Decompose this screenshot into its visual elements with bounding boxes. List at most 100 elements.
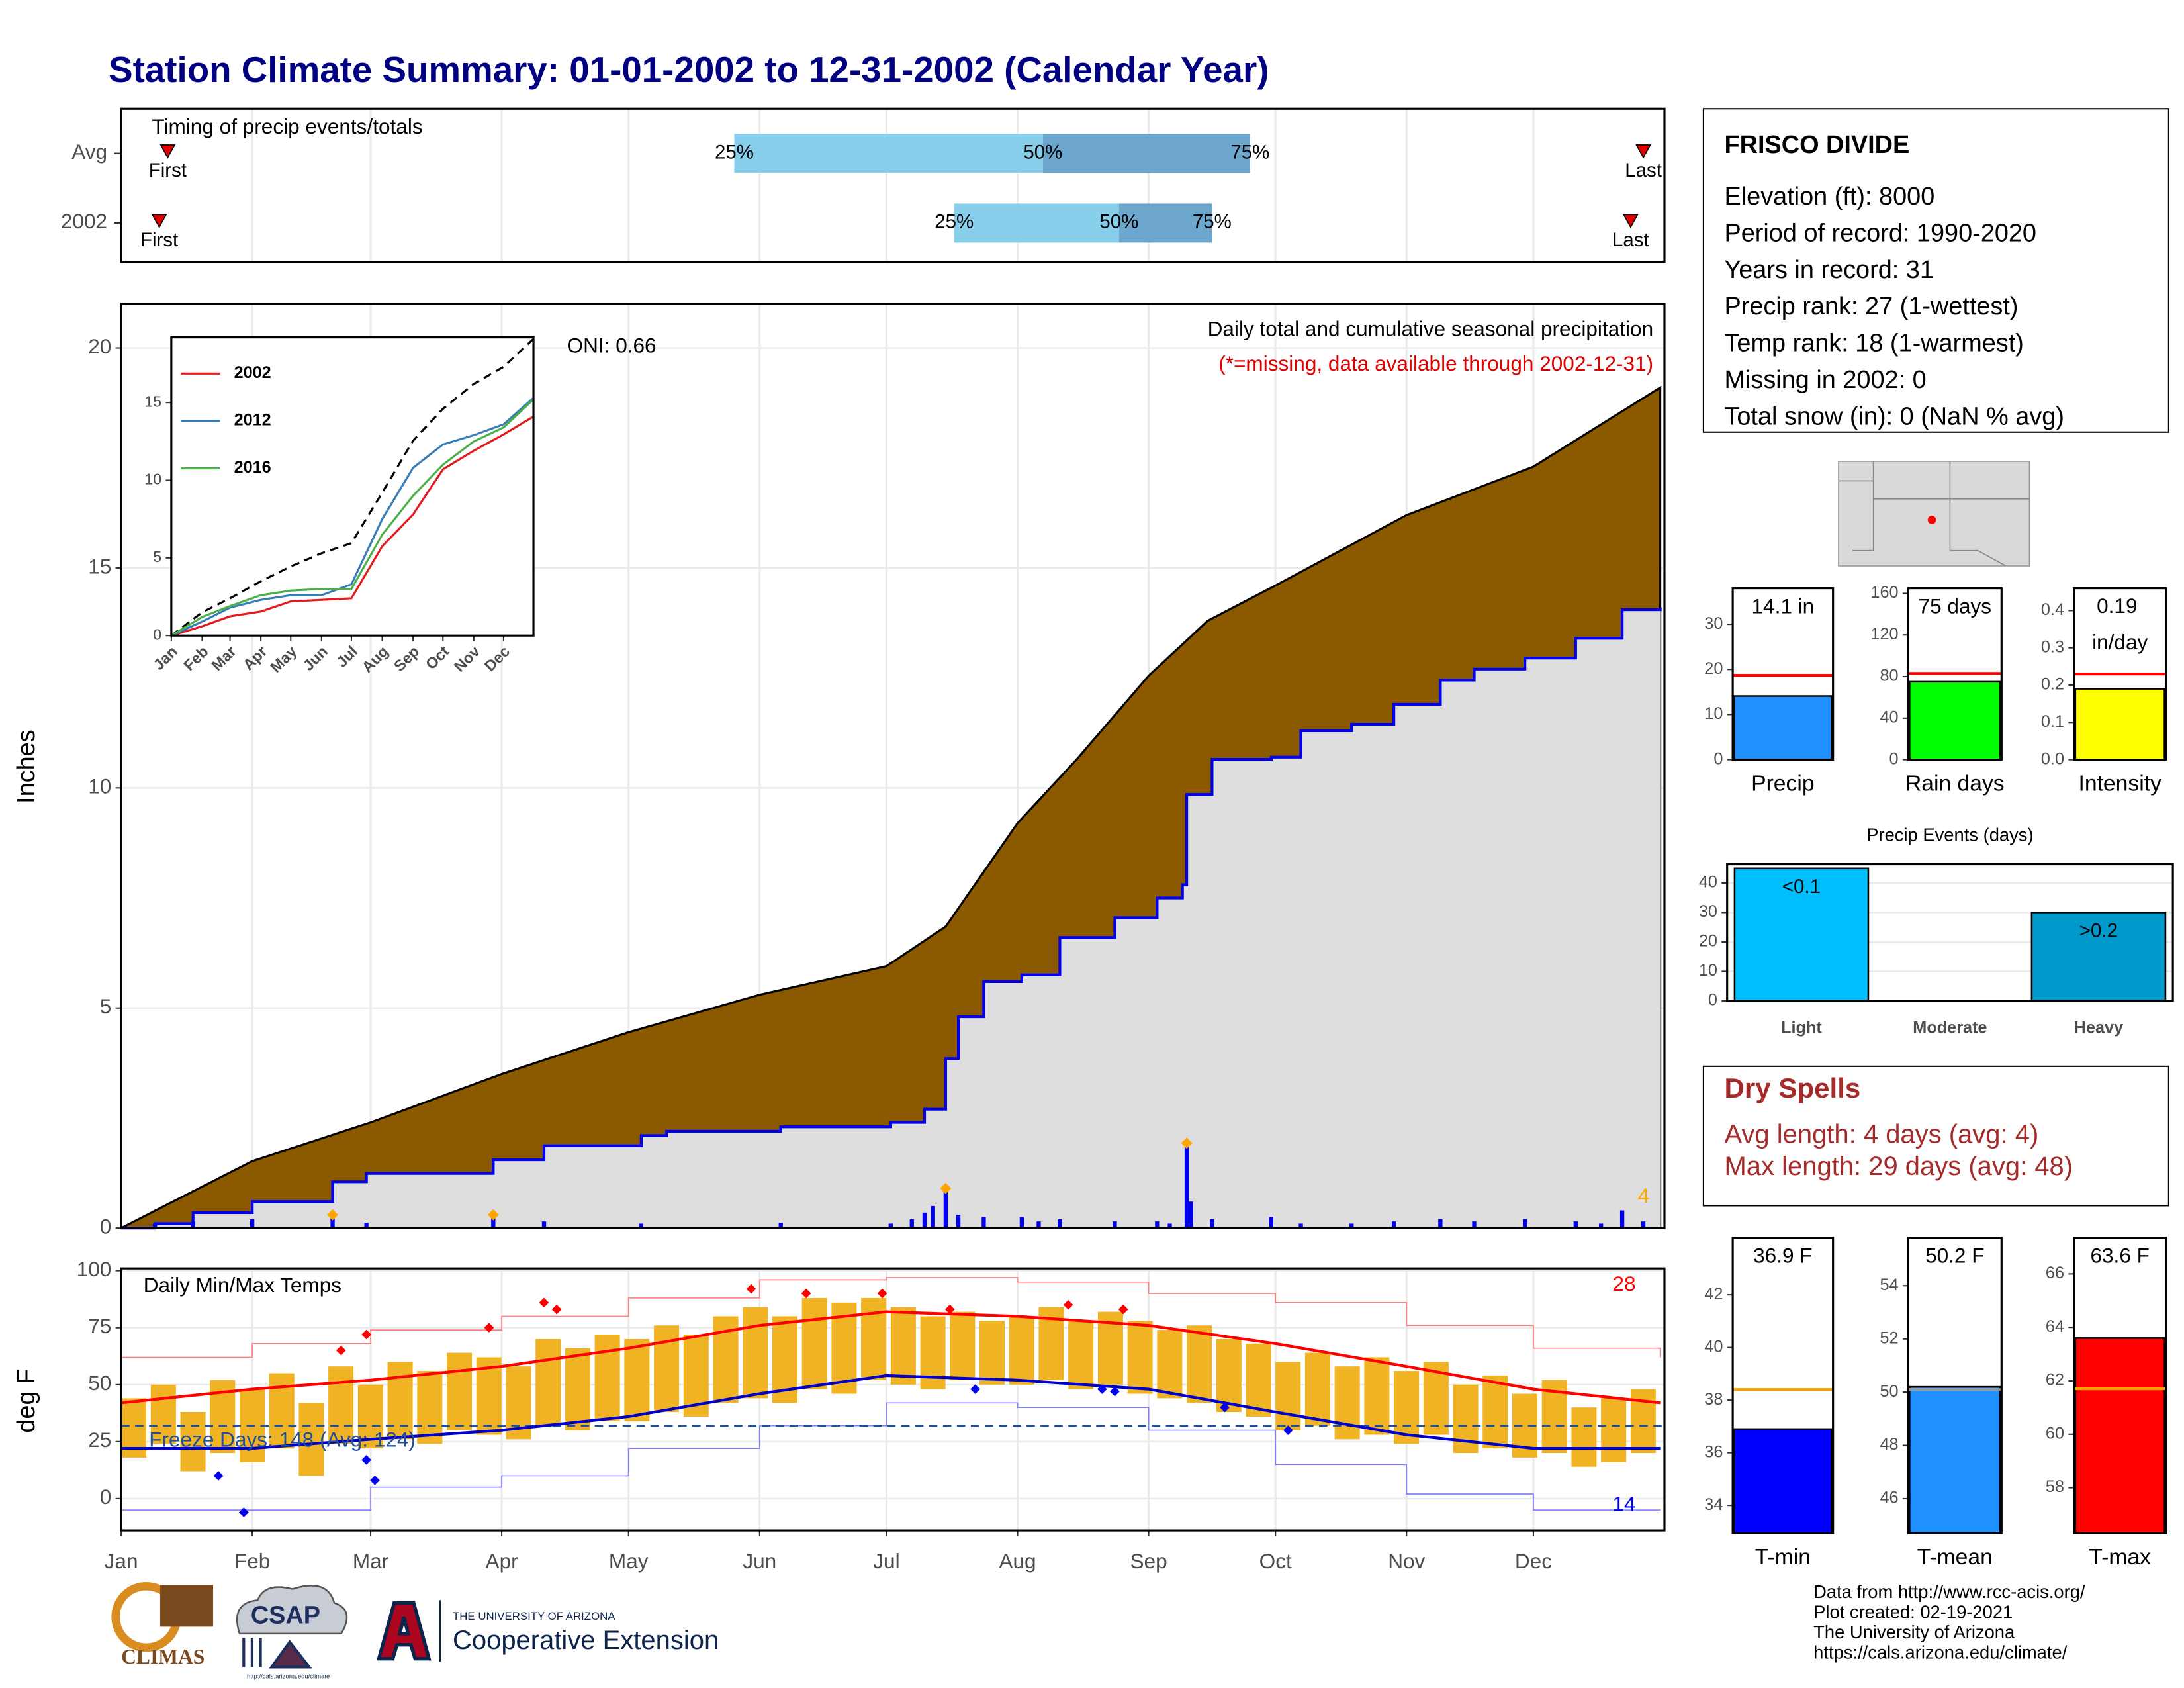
record-marker bbox=[970, 1384, 980, 1394]
event-label: Last bbox=[1625, 160, 1662, 181]
record-marker bbox=[801, 1288, 811, 1299]
logos: CLIMAS CSAP http://cals.arizona.edu/clim… bbox=[111, 1581, 719, 1681]
plot-border bbox=[1731, 587, 1835, 761]
daily-precip-bar bbox=[1619, 1210, 1625, 1229]
csap-cloud bbox=[236, 1585, 348, 1635]
bar bbox=[1733, 695, 1833, 761]
credit-line: https://cals.arizona.edu/climate/ bbox=[1813, 1642, 2068, 1663]
observed-cumulative-fill bbox=[121, 607, 1661, 1229]
dry-spell-line: Avg length: 4 days (avg: 4) bbox=[1724, 1120, 2038, 1149]
legend-label: 2002 bbox=[234, 363, 271, 382]
daily-precip-bar bbox=[778, 1223, 783, 1229]
plot-border bbox=[2073, 587, 2167, 761]
y-tick-label: 20 bbox=[1704, 659, 1723, 678]
y-tick-label: 50 bbox=[1880, 1382, 1898, 1401]
station-line: Temp rank: 18 (1-warmest) bbox=[1724, 330, 2023, 357]
y-tick-label: 10 bbox=[88, 774, 111, 798]
temp-range-bar bbox=[1009, 1316, 1034, 1385]
daily-precip-bar bbox=[1184, 1143, 1189, 1229]
temp-range-bar bbox=[1246, 1343, 1271, 1417]
daily-precip-bar bbox=[541, 1221, 547, 1229]
temp-title: Daily Min/Max Temps bbox=[144, 1273, 341, 1297]
plot-border bbox=[120, 107, 1666, 263]
y-tick-label: 58 bbox=[2046, 1477, 2064, 1496]
y-tick-label: 20 bbox=[1699, 932, 1717, 951]
y-tick-label: 0.1 bbox=[2041, 712, 2064, 731]
dry-spells-title: Dry Spells bbox=[1724, 1072, 1860, 1103]
temp-range-bar bbox=[1127, 1321, 1153, 1394]
y-tick-label: 50 bbox=[88, 1371, 111, 1395]
x-tick-label: May bbox=[609, 1549, 649, 1573]
x-tick-label: Sep bbox=[1130, 1549, 1167, 1573]
value-label: >0.2 bbox=[2079, 920, 2118, 942]
quartile-label: 50% bbox=[1099, 211, 1138, 233]
timeline-title: Timing of precip events/totals bbox=[152, 115, 422, 138]
y-tick-label: 40 bbox=[1880, 708, 1898, 726]
y-tick-label: 15 bbox=[88, 554, 111, 578]
record-marker bbox=[239, 1507, 249, 1517]
daily-precip-bar bbox=[330, 1215, 335, 1229]
credit-line: The University of Arizona bbox=[1813, 1622, 2015, 1642]
y-tick-label: 0.3 bbox=[2041, 637, 2064, 656]
bar bbox=[2074, 1337, 2165, 1534]
y-tick-label: 54 bbox=[1880, 1276, 1898, 1294]
temp-range-bar bbox=[801, 1297, 827, 1389]
station-dot bbox=[1927, 516, 1936, 524]
extension-text: Cooperative Extension bbox=[453, 1626, 719, 1655]
legend-label: 2012 bbox=[234, 411, 271, 430]
y-tick-label: 38 bbox=[1704, 1390, 1723, 1409]
record-marker bbox=[1283, 1425, 1293, 1435]
station-lines: Elevation (ft): 8000 Period of record: 19… bbox=[1724, 183, 2064, 430]
y-tick-label: 0.2 bbox=[2041, 675, 2064, 694]
y-tick-label: 40 bbox=[1704, 1337, 1723, 1356]
legend-label: 2016 bbox=[234, 458, 271, 477]
x-axis-label: Precip bbox=[1751, 771, 1814, 796]
ua-text: THE UNIVERSITY OF ARIZONA bbox=[453, 1610, 615, 1622]
y-tick-label: 48 bbox=[1880, 1435, 1898, 1454]
record-high-count: 28 bbox=[1612, 1272, 1635, 1295]
category-label: Heavy bbox=[2074, 1019, 2123, 1037]
precip-subtitle: (*=missing, data available through 2002-… bbox=[1218, 352, 1653, 375]
station-line: Elevation (ft): 8000 bbox=[1724, 183, 1934, 211]
y-tick-label: 30 bbox=[1704, 614, 1723, 633]
temp-range-bar bbox=[180, 1412, 206, 1472]
y-tick-label: 10 bbox=[1699, 961, 1717, 980]
y-tick-label: 10 bbox=[144, 471, 161, 488]
temp-range-bar bbox=[1482, 1375, 1508, 1449]
average-line bbox=[170, 338, 535, 637]
credit-line: Plot created: 02-19-2021 bbox=[1813, 1602, 2013, 1622]
y-tick-label: 0.4 bbox=[2041, 600, 2064, 619]
record-marker bbox=[361, 1454, 372, 1465]
daily-precip-bar bbox=[956, 1215, 961, 1229]
y-tick-label: 0 bbox=[1708, 991, 1717, 1009]
station-line: Years in record: 31 bbox=[1724, 256, 1933, 284]
series-line bbox=[171, 399, 535, 637]
map-frame bbox=[1838, 461, 2030, 567]
climas-text: CLIMAS bbox=[121, 1645, 205, 1668]
x-tick-label: Apr bbox=[486, 1549, 518, 1573]
plot-border bbox=[1907, 1237, 2003, 1534]
daily-precip-bar bbox=[922, 1212, 927, 1229]
station-box bbox=[1702, 108, 2169, 433]
y-tick-label: 5 bbox=[100, 994, 112, 1018]
temp-range-bar bbox=[328, 1366, 354, 1444]
temp-range-bar bbox=[890, 1307, 916, 1385]
value-label: 50.2 F bbox=[1925, 1244, 1984, 1268]
temp-range-bar bbox=[417, 1371, 443, 1444]
plot-border bbox=[1731, 1237, 1835, 1534]
temp-range-bar bbox=[1364, 1357, 1390, 1435]
station-line: Precip rank: 27 (1-wettest) bbox=[1724, 293, 2018, 320]
temp-range-bar bbox=[1187, 1325, 1212, 1403]
value-label: 75 days bbox=[1919, 594, 1992, 618]
record-marker bbox=[1220, 1402, 1230, 1413]
temp-range-bar bbox=[476, 1357, 502, 1435]
y-tick-label: 66 bbox=[2046, 1264, 2064, 1282]
y-tick-label: 0 bbox=[100, 1485, 112, 1509]
y-tick-label: 34 bbox=[1704, 1495, 1723, 1514]
daily-precip-bar bbox=[364, 1223, 369, 1229]
y-tick-label: 160 bbox=[1870, 583, 1898, 602]
record-low-count: 14 bbox=[1612, 1491, 1635, 1515]
daily-precip-bar bbox=[981, 1217, 986, 1229]
temp-range-bar bbox=[654, 1325, 680, 1413]
